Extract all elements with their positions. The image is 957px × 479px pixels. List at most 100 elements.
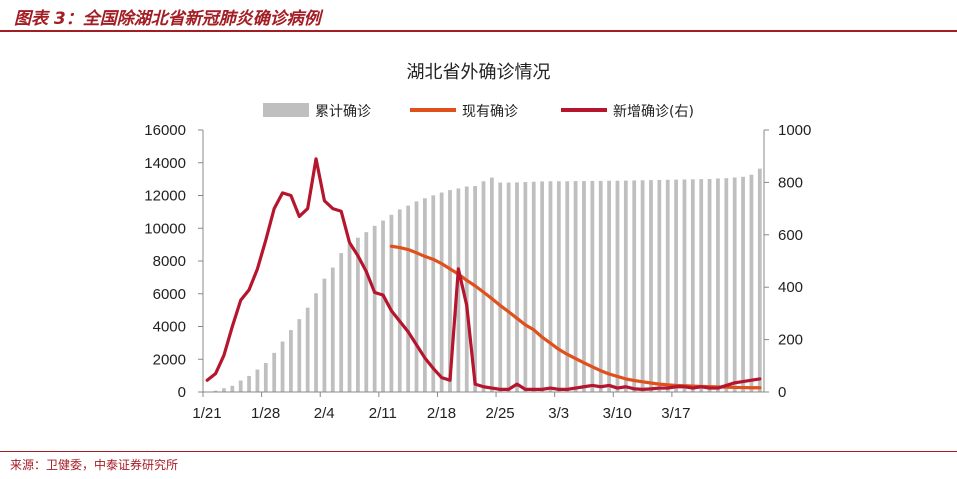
cumulative-bar — [339, 253, 344, 392]
y-right-tick-label: 1000 — [778, 122, 811, 139]
cumulative-bar — [649, 180, 653, 392]
cumulative-bar — [481, 181, 486, 392]
cumulative-bar — [448, 190, 452, 392]
chart-title: 湖北省外确诊情况 — [406, 62, 551, 83]
y-left-tick-label: 4000 — [153, 319, 186, 336]
legend-label-current: 现有确诊 — [462, 104, 518, 120]
x-tick-label: 3/17 — [661, 405, 690, 422]
y-left-tick-label: 2000 — [153, 351, 186, 368]
cumulative-bar — [222, 388, 226, 392]
cumulative-bar — [414, 201, 419, 392]
cumulative-bar — [515, 182, 519, 392]
cumulative-bars — [205, 168, 762, 393]
legend: 累计确诊 现有确诊 新增确诊(右) — [263, 103, 694, 120]
cumulative-bar — [573, 181, 578, 392]
cumulative-bar — [263, 363, 268, 392]
y-left-tick-label: 14000 — [144, 155, 186, 172]
cumulative-bar — [598, 180, 603, 392]
cumulative-bar — [716, 178, 720, 392]
y-left-tick-label: 10000 — [144, 220, 186, 237]
series-lines — [205, 157, 762, 391]
y-left-tick-label: 12000 — [144, 188, 186, 205]
cumulative-bar — [523, 182, 528, 392]
cumulative-bar — [540, 181, 544, 392]
legend-label-cumulative: 累计确诊 — [315, 104, 371, 120]
cumulative-bar — [381, 220, 385, 392]
y-left-tick-label: 16000 — [144, 122, 186, 139]
y-right-tick-label: 0 — [778, 384, 786, 401]
x-tick-label: 1/28 — [251, 405, 280, 422]
cumulative-bar — [682, 179, 687, 392]
cumulative-bar — [289, 330, 293, 392]
cumulative-bar — [464, 186, 469, 392]
cumulative-bar — [657, 179, 662, 392]
y-right-tick-label: 800 — [778, 174, 803, 191]
cumulative-bar — [423, 198, 427, 392]
y-left-tick-label: 0 — [178, 384, 186, 401]
x-tick-label: 3/10 — [603, 405, 632, 422]
top-divider — [0, 30, 957, 32]
cumulative-bar — [607, 180, 611, 392]
x-tick-label: 3/3 — [548, 405, 569, 422]
x-tick-label: 2/11 — [369, 405, 397, 422]
cumulative-bar — [674, 179, 678, 392]
bottom-divider — [0, 451, 957, 452]
x-tick-label: 2/25 — [485, 405, 514, 422]
cumulative-bar — [364, 232, 369, 392]
legend-label-new: 新增确诊(右) — [613, 104, 694, 120]
figure-title: 图表 3：全国除湖北省新冠肺炎确诊病例 — [14, 9, 321, 29]
cumulative-bar — [489, 177, 494, 392]
cumulative-bar — [322, 278, 327, 392]
cumulative-bar — [330, 267, 335, 392]
x-tick-label: 2/18 — [427, 405, 456, 422]
axes: 0 2000 4000 6000 8000 10000 12000 14000 16000 0 20… — [144, 122, 811, 422]
cumulative-bar — [640, 180, 645, 392]
cumulative-bar — [757, 168, 762, 392]
cumulative-bar — [473, 186, 478, 392]
cumulative-bar — [548, 181, 553, 392]
cumulative-bar — [247, 375, 251, 392]
cumulative-bar — [372, 225, 377, 392]
cumulative-bar — [556, 181, 561, 392]
cumulative-bar — [439, 192, 444, 392]
cumulative-bar — [565, 181, 570, 392]
cumulative-bar — [749, 174, 754, 392]
cumulative-bar — [498, 182, 503, 392]
cumulative-bar — [389, 214, 394, 392]
cumulative-bar — [397, 209, 402, 392]
cumulative-bar — [456, 188, 461, 392]
cumulative-bar — [615, 180, 620, 392]
cumulative-bar — [732, 177, 737, 392]
cumulative-bar — [699, 179, 704, 393]
cumulative-bar — [582, 181, 586, 392]
cumulative-bar — [506, 182, 511, 392]
cumulative-bar — [213, 390, 218, 392]
y-right-tick-label: 600 — [778, 227, 803, 244]
cumulative-bar — [741, 176, 745, 392]
cumulative-bar — [690, 179, 695, 392]
y-left-tick-label: 8000 — [153, 253, 186, 270]
cumulative-bar — [238, 380, 243, 392]
cumulative-bar — [297, 319, 302, 392]
cumulative-bar — [665, 179, 670, 392]
cumulative-bar — [707, 178, 712, 392]
cumulative-bar — [347, 244, 352, 392]
cumulative-bar — [531, 181, 536, 392]
y-left-tick-label: 6000 — [153, 286, 186, 303]
cumulative-bar — [230, 385, 235, 392]
cumulative-bar — [255, 369, 260, 392]
cumulative-bar — [406, 205, 411, 392]
cumulative-bar — [431, 195, 436, 392]
cumulative-bar — [272, 352, 277, 392]
cumulative-bar — [305, 307, 310, 392]
cumulative-bar — [280, 341, 285, 392]
new-confirmed-line — [205, 157, 762, 391]
cumulative-bar — [314, 293, 318, 392]
cumulative-bar — [724, 178, 729, 392]
source-note: 来源：卫健委，中泰证券研究所 — [10, 458, 179, 472]
y-right-tick-label: 400 — [778, 279, 803, 296]
cumulative-bar — [590, 180, 595, 392]
cumulative-bar — [356, 237, 360, 392]
y-right-tick-label: 200 — [778, 332, 803, 349]
